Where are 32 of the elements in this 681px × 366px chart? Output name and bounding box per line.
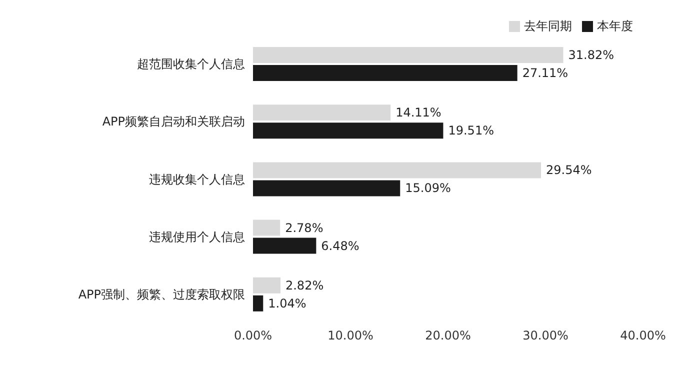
data-label: 14.11%	[396, 106, 442, 120]
data-label: 1.04%	[268, 296, 306, 310]
bar	[253, 104, 391, 121]
y-tick-label: 超范围收集个人信息	[137, 57, 245, 72]
data-label: 2.78%	[285, 220, 324, 235]
legend-label: 本年度	[597, 19, 633, 33]
y-tick-label: 违规使用个人信息	[149, 230, 245, 244]
bar	[253, 238, 316, 254]
x-tick-label: 10.00%	[328, 328, 374, 343]
bar	[253, 65, 518, 81]
y-tick-label: APP频繁自启动和关联启动	[102, 114, 245, 129]
bar	[253, 220, 280, 236]
bar	[253, 295, 264, 312]
data-label: 29.54%	[546, 163, 592, 178]
x-tick-label: 0.00%	[234, 328, 272, 343]
x-tick-label: 20.00%	[425, 328, 471, 343]
bar	[253, 122, 444, 139]
bar	[253, 47, 564, 63]
bar	[253, 162, 542, 178]
data-label: 15.09%	[405, 181, 451, 196]
y-tick-label: 违规收集个人信息	[149, 172, 245, 186]
data-label: 2.82%	[285, 278, 324, 292]
legend-label: 去年同期	[524, 19, 572, 33]
x-tick-label: 40.00%	[620, 328, 666, 343]
bar	[253, 277, 280, 294]
data-label: 27.11%	[522, 66, 568, 80]
data-label: 31.82%	[568, 48, 614, 62]
data-label: 6.48%	[321, 238, 360, 253]
bar	[253, 180, 400, 196]
data-label: 19.51%	[448, 124, 494, 138]
y-tick-label: APP强制、频繁、过度索取权限	[78, 287, 245, 302]
x-tick-label: 30.00%	[522, 328, 568, 343]
